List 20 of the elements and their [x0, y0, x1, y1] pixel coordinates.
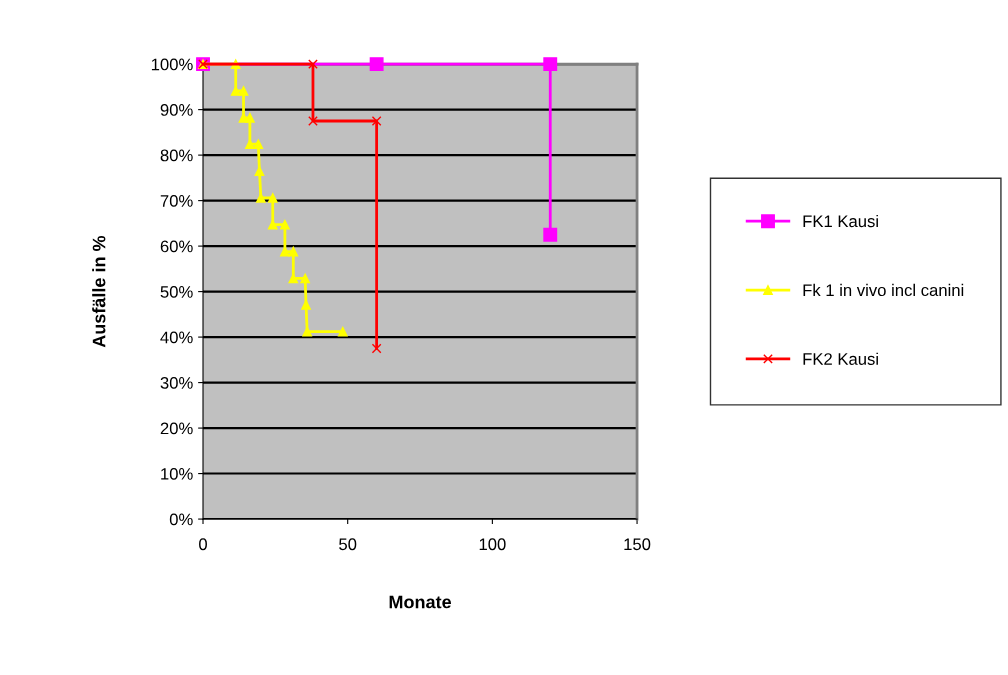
y-tick-label: 10%	[161, 467, 193, 480]
x-axis-title: Monate	[389, 595, 452, 609]
legend-label: FK1 Kausi	[803, 214, 878, 228]
y-axis-title: Ausfälle in %	[92, 235, 106, 348]
x-tick-label: 150	[624, 538, 651, 551]
y-tick-label: 90%	[160, 104, 193, 116]
x-tick-label: 0	[199, 538, 207, 551]
legend-label: FK2 Kausi	[803, 352, 878, 365]
y-tick-label: 0%	[169, 513, 193, 526]
y-tick-label: 80%	[160, 149, 193, 162]
y-tick-label: 30%	[160, 376, 193, 389]
x-tick-label: 100	[479, 538, 506, 551]
y-tick-label: 50%	[160, 286, 193, 298]
y-tick-label: 40%	[160, 331, 193, 344]
y-tick-label: 70%	[160, 195, 193, 207]
x-tick-label: 50	[339, 538, 357, 551]
y-tick-label: 100%	[151, 58, 193, 71]
legend-label: Fk 1 in vivo incl canini	[803, 283, 964, 297]
y-tick-label: 20%	[160, 422, 193, 435]
y-tick-label: 60%	[160, 240, 193, 253]
